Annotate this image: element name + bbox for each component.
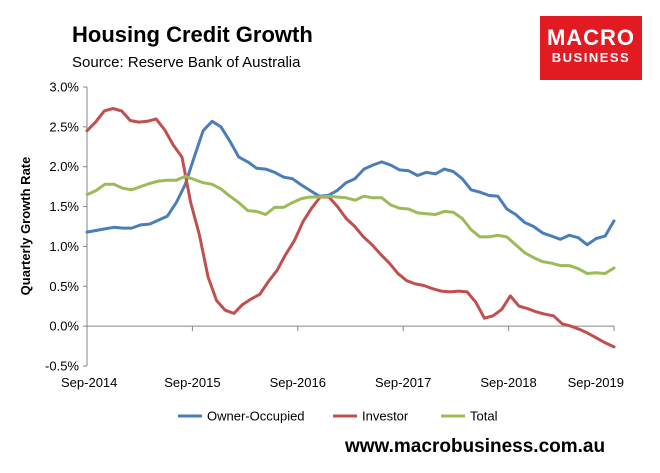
legend-label-total: Total (470, 409, 498, 424)
y-tick-label: 0.0% (49, 319, 79, 334)
footer-url: www.macrobusiness.com.au (345, 436, 606, 457)
y-tick-labels: 3.0% 2.5% 2.0% 1.5% 1.0% 0.5% 0.0% -0.5% (45, 80, 79, 374)
logo-line2: BUSINESS (551, 50, 631, 65)
logo-line1: MACRO (546, 25, 636, 50)
series-line-investor (85, 107, 616, 349)
y-tick-label: -0.5% (45, 359, 79, 374)
y-tick-label: 3.0% (49, 80, 79, 95)
legend: Owner-Occupied Investor Total (178, 409, 498, 424)
x-tick-label: Sep-2015 (164, 375, 220, 390)
y-tick-label: 2.0% (49, 159, 79, 174)
x-tick-labels: Sep-2014 Sep-2015 Sep-2016 Sep-2017 Sep-2018… (61, 375, 624, 390)
y-axis-label: Quarterly Growth Rate (18, 157, 33, 296)
y-tick-label: 1.0% (49, 239, 79, 254)
chart-axes (83, 86, 615, 367)
x-tick-label: Sep-2018 (480, 375, 536, 390)
x-tick-label: Sep-2014 (61, 375, 117, 390)
x-tick-label: Sep-2016 (270, 375, 326, 390)
page-title: Housing Credit Growth (72, 22, 313, 47)
series-line-owner-occupied (85, 119, 616, 247)
macrobusiness-logo: MACRO BUSINESS (540, 16, 642, 80)
source-subtitle: Source: Reserve Bank of Australia (72, 54, 301, 71)
y-tick-label: 0.5% (49, 279, 79, 294)
legend-label-owner-occupied: Owner-Occupied (207, 409, 305, 424)
x-tick-label: Sep-2019 (568, 375, 624, 390)
x-tick-label: Sep-2017 (375, 375, 431, 390)
y-tick-label: 1.5% (49, 199, 79, 214)
series-line-total (85, 174, 616, 275)
y-tick-label: 2.5% (49, 119, 79, 134)
legend-label-investor: Investor (362, 409, 409, 424)
chart-series (85, 107, 616, 349)
